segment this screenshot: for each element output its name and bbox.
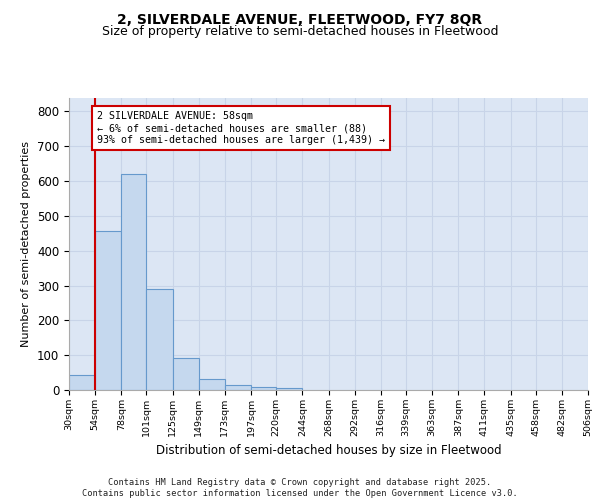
Bar [251,386,276,390]
Bar [146,289,173,390]
Bar [225,386,251,390]
Text: Size of property relative to semi-detached houses in Fleetwood: Size of property relative to semi-detach… [102,25,498,38]
X-axis label: Distribution of semi-detached houses by size in Fleetwood: Distribution of semi-detached houses by … [155,444,502,458]
Text: Contains HM Land Registry data © Crown copyright and database right 2025.
Contai: Contains HM Land Registry data © Crown c… [82,478,518,498]
Bar [199,378,225,390]
Bar [173,358,199,390]
Bar [276,388,302,390]
Bar [121,174,146,390]
Text: 2, SILVERDALE AVENUE, FLEETWOOD, FY7 8QR: 2, SILVERDALE AVENUE, FLEETWOOD, FY7 8QR [118,12,482,26]
Text: 2 SILVERDALE AVENUE: 58sqm
← 6% of semi-detached houses are smaller (88)
93% of : 2 SILVERDALE AVENUE: 58sqm ← 6% of semi-… [97,112,385,144]
Bar [69,376,95,390]
Bar [95,230,121,390]
Y-axis label: Number of semi-detached properties: Number of semi-detached properties [22,141,31,347]
